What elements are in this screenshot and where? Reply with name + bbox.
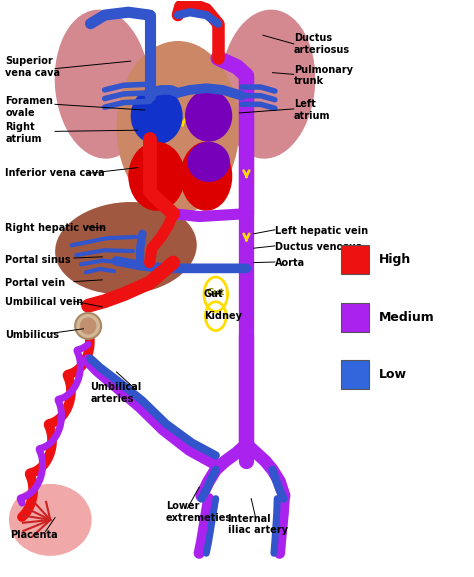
Text: Placenta: Placenta (10, 530, 58, 540)
Ellipse shape (128, 142, 185, 211)
FancyBboxPatch shape (341, 245, 369, 274)
Text: Left hepatic vein: Left hepatic vein (275, 226, 368, 236)
Text: Portal sinus: Portal sinus (5, 254, 71, 265)
Text: Umbilical vein: Umbilical vein (5, 297, 83, 308)
Text: Foramen
ovale: Foramen ovale (5, 96, 53, 118)
Text: Low: Low (379, 368, 407, 381)
Ellipse shape (9, 484, 91, 556)
Text: Left
atrium: Left atrium (294, 99, 330, 121)
Text: Aorta: Aorta (275, 258, 305, 268)
Text: Inferior vena cava: Inferior vena cava (5, 168, 105, 178)
Text: Portal vein: Portal vein (5, 278, 65, 288)
Ellipse shape (117, 41, 239, 213)
Text: Right
atrium: Right atrium (5, 122, 42, 144)
Ellipse shape (185, 90, 232, 142)
Text: Umbilicus: Umbilicus (5, 329, 59, 339)
Ellipse shape (131, 87, 182, 145)
Text: Gut: Gut (204, 289, 224, 299)
Text: Medium: Medium (379, 311, 435, 324)
Text: Right hepatic vein: Right hepatic vein (5, 223, 107, 233)
Ellipse shape (55, 202, 197, 294)
Text: Superior
vena cava: Superior vena cava (5, 56, 60, 78)
Ellipse shape (80, 317, 96, 335)
Ellipse shape (55, 10, 150, 159)
Text: High: High (379, 253, 411, 266)
Text: Pulmonary
trunk: Pulmonary trunk (294, 65, 353, 87)
Ellipse shape (220, 10, 315, 159)
Text: Ductus venosus: Ductus venosus (275, 242, 362, 252)
Ellipse shape (75, 313, 101, 339)
Ellipse shape (180, 142, 232, 211)
Text: Internal
iliac artery: Internal iliac artery (228, 514, 288, 535)
FancyBboxPatch shape (341, 303, 369, 332)
Ellipse shape (187, 142, 230, 182)
Text: Kidney: Kidney (204, 310, 242, 321)
Text: Lower
extremeties: Lower extremeties (166, 501, 232, 523)
FancyBboxPatch shape (341, 361, 369, 389)
Text: Gut: Gut (207, 288, 225, 297)
Text: Umbilical
arteries: Umbilical arteries (91, 383, 142, 404)
Text: Ductus
arteriosus: Ductus arteriosus (294, 33, 350, 55)
